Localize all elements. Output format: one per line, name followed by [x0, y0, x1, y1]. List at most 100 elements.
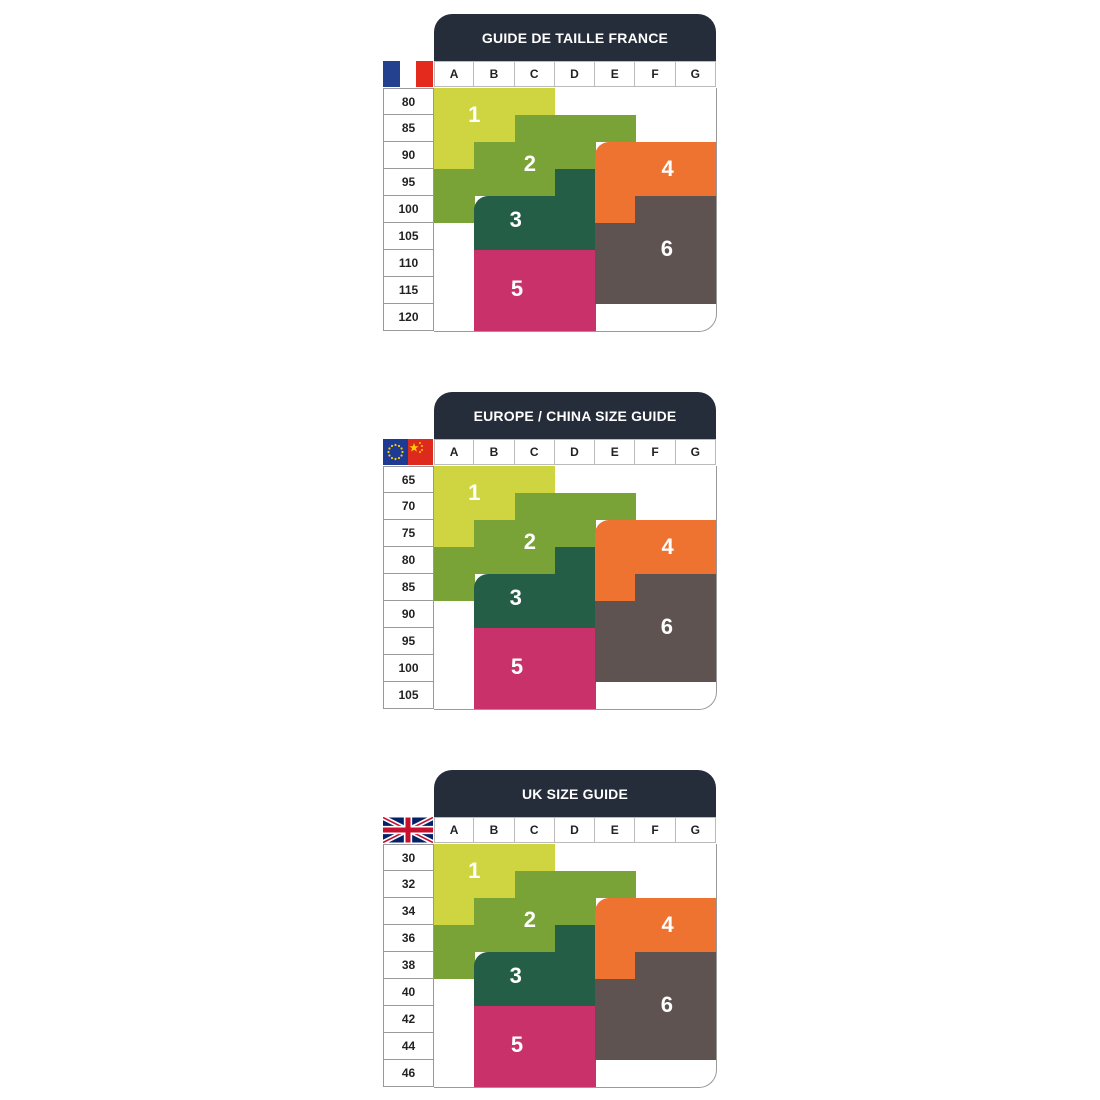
size-row-header: 120 — [383, 304, 434, 331]
zone-6-cell — [675, 952, 716, 979]
size-row-header: 105 — [383, 223, 434, 250]
zone-5-cell — [474, 304, 516, 331]
size-row-header: 38 — [383, 952, 434, 979]
size-zone-grid: 1 2 3 4 5 6 — [434, 88, 717, 332]
zone-2-cell — [514, 493, 556, 520]
column-header: G — [675, 439, 716, 465]
zone-4-cell — [635, 925, 677, 952]
zone-label: 3 — [509, 585, 522, 611]
zone-2-cell — [514, 115, 556, 142]
zone-5-cell — [554, 304, 596, 331]
size-guide-table: EUROPE / CHINA SIZE GUIDE A B C D E F G 65 70 75 80… — [383, 392, 717, 710]
zone-1-cell — [434, 142, 475, 169]
zone-6-cell — [675, 223, 716, 250]
zone-6-cell — [675, 628, 716, 655]
column-header: G — [675, 61, 716, 87]
zone-2-cell — [514, 925, 556, 952]
zone-3-cell — [474, 574, 516, 601]
zone-2-cell — [554, 871, 596, 898]
zone-3-cell — [474, 601, 516, 628]
size-row-header: 90 — [383, 601, 434, 628]
zone-6-cell — [595, 628, 637, 655]
zone-3-cell — [554, 601, 596, 628]
zone-6-cell — [595, 1033, 637, 1060]
zone-2-cell — [554, 142, 596, 169]
uk-flag — [383, 817, 433, 843]
zone-5-cell — [474, 277, 516, 304]
zone-6-cell — [635, 628, 677, 655]
zone-6-cell — [675, 979, 716, 1006]
zone-4-cell — [595, 898, 637, 925]
zone-6-cell — [675, 601, 716, 628]
zone-3-cell — [554, 196, 596, 223]
size-guide-table: GUIDE DE TAILLE FRANCE A B C D E F G 80 85 90 95 100… — [383, 14, 717, 332]
zone-5-cell — [474, 1033, 516, 1060]
zone-4-cell — [635, 547, 677, 574]
eu-china-flag — [383, 439, 433, 465]
size-row-header: 34 — [383, 898, 434, 925]
zone-6-cell — [635, 277, 677, 304]
column-header: F — [635, 61, 676, 87]
zone-4-cell — [675, 142, 716, 169]
size-row-header: 32 — [383, 871, 434, 898]
size-row-header: 36 — [383, 925, 434, 952]
zone-2-cell — [474, 547, 516, 574]
zone-4-cell — [635, 169, 677, 196]
zone-4-cell — [595, 574, 637, 601]
zone-6-cell — [675, 574, 716, 601]
zone-4-cell — [595, 520, 637, 547]
zone-label: 2 — [523, 150, 536, 176]
zone-2-cell — [514, 547, 556, 574]
size-row-header: 95 — [383, 628, 434, 655]
column-header: B — [474, 817, 515, 843]
zone-2-cell — [474, 520, 516, 547]
column-header: G — [675, 817, 716, 843]
column-header: D — [554, 61, 596, 87]
column-header: E — [595, 61, 636, 87]
zone-6-cell — [635, 655, 677, 682]
zone-5-cell — [554, 682, 596, 709]
zone-5-cell — [554, 250, 596, 277]
guide-title: UK SIZE GUIDE — [434, 770, 716, 817]
zone-5-cell — [474, 655, 516, 682]
zone-6-cell — [595, 601, 637, 628]
zone-5-cell — [514, 1006, 556, 1033]
zone-5-cell — [514, 1033, 556, 1060]
size-row-header: 80 — [383, 547, 434, 574]
zone-4-cell — [595, 169, 637, 196]
zone-5-cell — [514, 628, 556, 655]
size-row-header: 95 — [383, 169, 434, 196]
zone-6-cell — [595, 655, 637, 682]
zone-4-cell — [635, 142, 677, 169]
zone-1-cell — [474, 115, 516, 142]
zone-3-cell — [514, 601, 556, 628]
zone-label: 4 — [661, 534, 674, 559]
column-header: B — [474, 439, 515, 465]
size-row-header: 40 — [383, 979, 434, 1006]
zone-3-cell — [554, 925, 596, 952]
column-header: F — [635, 439, 676, 465]
zone-2-cell — [595, 493, 637, 520]
zone-4-cell — [635, 520, 677, 547]
zone-5-cell — [554, 1033, 596, 1060]
size-row-header: 42 — [383, 1006, 434, 1033]
column-header: F — [635, 817, 676, 843]
size-row-header: 30 — [383, 844, 434, 871]
zone-4-cell — [595, 142, 637, 169]
zone-6-cell — [595, 1006, 637, 1033]
zone-2-cell — [434, 169, 475, 196]
zone-3-cell — [554, 547, 596, 574]
zone-2-cell — [434, 952, 475, 979]
zone-6-cell — [675, 1033, 716, 1060]
zone-1-cell — [474, 493, 516, 520]
zone-6-cell — [675, 250, 716, 277]
zone-6-cell — [675, 196, 716, 223]
zone-2-cell — [554, 493, 596, 520]
zone-2-cell — [434, 547, 475, 574]
zone-3-cell — [554, 979, 596, 1006]
zone-3-cell — [514, 574, 556, 601]
zone-4-cell — [595, 196, 637, 223]
zone-label: 6 — [660, 613, 673, 639]
zone-5-cell — [554, 655, 596, 682]
zone-1-cell — [474, 844, 516, 871]
